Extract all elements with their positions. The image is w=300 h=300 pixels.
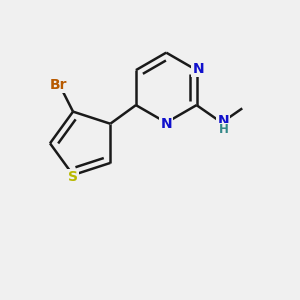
Text: N: N <box>218 114 229 128</box>
Text: N: N <box>160 117 172 131</box>
Text: N: N <box>192 62 204 76</box>
Text: Br: Br <box>50 78 67 92</box>
Text: S: S <box>68 170 78 184</box>
Text: H: H <box>218 124 228 136</box>
